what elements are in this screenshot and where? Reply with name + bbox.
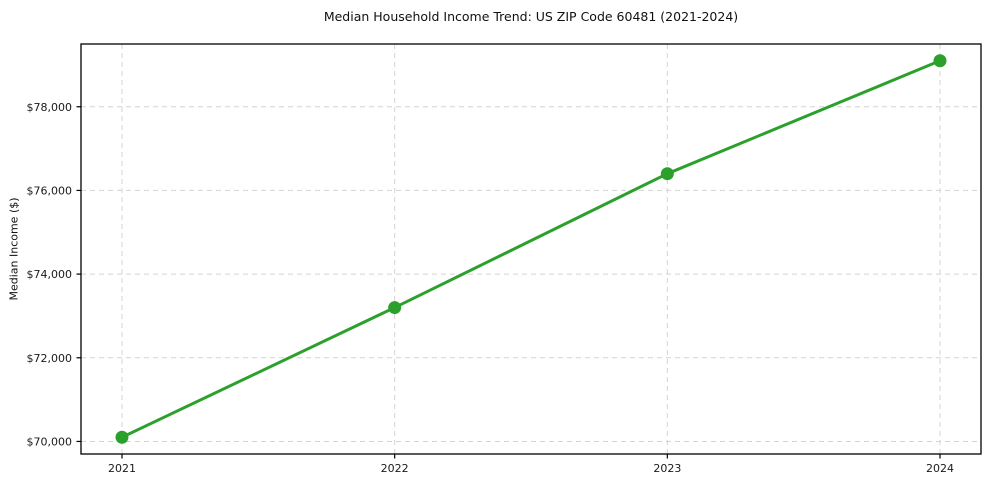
data-point xyxy=(388,301,402,315)
data-point xyxy=(115,430,129,444)
y-tick-label: $76,000 xyxy=(27,184,73,197)
y-tick-label: $74,000 xyxy=(27,268,73,281)
x-tick-label: 2022 xyxy=(381,462,409,475)
y-tick-label: $78,000 xyxy=(27,101,73,114)
plot-border xyxy=(80,43,982,455)
trend-line xyxy=(120,59,942,439)
x-tick-label: 2024 xyxy=(926,462,954,475)
y-tick-label: $70,000 xyxy=(27,435,73,448)
chart-title: Median Household Income Trend: US ZIP Co… xyxy=(323,9,739,24)
y-tick-label: $72,000 xyxy=(27,352,73,365)
data-point xyxy=(660,167,674,181)
x-tick-label: 2023 xyxy=(653,462,681,475)
x-tick-label: 2021 xyxy=(108,462,136,475)
data-point xyxy=(933,54,947,68)
